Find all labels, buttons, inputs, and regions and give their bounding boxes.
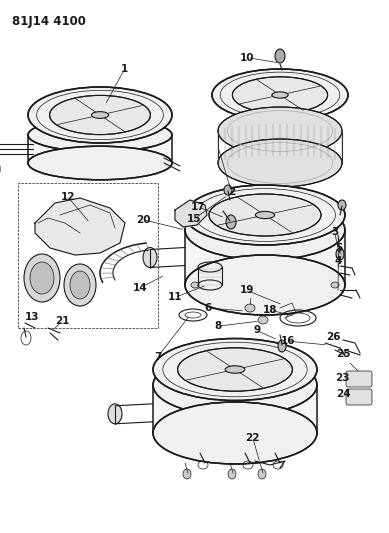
Ellipse shape (258, 316, 268, 324)
Ellipse shape (153, 338, 317, 400)
Bar (18, 183, 158, 328)
Ellipse shape (28, 118, 172, 152)
Text: 24: 24 (336, 390, 350, 399)
Ellipse shape (50, 95, 151, 135)
Text: 11: 11 (168, 293, 182, 302)
Text: 23: 23 (335, 374, 350, 383)
Text: 13: 13 (25, 312, 39, 322)
Text: 12: 12 (61, 192, 75, 202)
Text: 18: 18 (263, 305, 278, 315)
Ellipse shape (28, 87, 172, 143)
Ellipse shape (256, 212, 275, 219)
Polygon shape (153, 385, 317, 433)
Ellipse shape (331, 282, 339, 288)
Ellipse shape (232, 77, 328, 113)
Text: 9: 9 (253, 326, 260, 335)
Text: 3: 3 (331, 227, 338, 237)
Ellipse shape (275, 49, 285, 63)
Text: 4: 4 (335, 256, 342, 266)
Polygon shape (28, 135, 172, 163)
Text: 81J14 4100: 81J14 4100 (12, 15, 86, 28)
Ellipse shape (218, 139, 342, 187)
Ellipse shape (24, 254, 60, 302)
Ellipse shape (153, 354, 317, 416)
Ellipse shape (336, 248, 344, 260)
Text: 7: 7 (154, 352, 161, 362)
Ellipse shape (272, 92, 288, 98)
Ellipse shape (338, 200, 346, 210)
FancyBboxPatch shape (346, 371, 372, 387)
Ellipse shape (91, 111, 109, 118)
Ellipse shape (64, 264, 96, 306)
Text: 1: 1 (121, 64, 128, 74)
Ellipse shape (70, 271, 90, 299)
Ellipse shape (258, 469, 266, 479)
Text: 22: 22 (245, 433, 260, 443)
Text: 15: 15 (187, 214, 202, 223)
Ellipse shape (108, 404, 122, 424)
Text: 26: 26 (326, 332, 341, 342)
Text: 14: 14 (133, 283, 147, 293)
Text: 8: 8 (214, 321, 221, 331)
Ellipse shape (228, 469, 236, 479)
Ellipse shape (209, 194, 321, 236)
Ellipse shape (245, 304, 255, 312)
Ellipse shape (278, 340, 286, 352)
Text: 17: 17 (191, 202, 206, 212)
Text: 25: 25 (336, 350, 350, 359)
Text: 5: 5 (335, 243, 342, 253)
Polygon shape (175, 200, 207, 227)
Ellipse shape (185, 200, 345, 260)
FancyBboxPatch shape (346, 389, 372, 405)
Polygon shape (185, 230, 345, 285)
Ellipse shape (178, 348, 293, 391)
Polygon shape (35, 198, 125, 255)
Ellipse shape (191, 282, 199, 288)
Ellipse shape (224, 185, 232, 195)
Text: 19: 19 (240, 286, 254, 295)
Text: 21: 21 (55, 316, 70, 326)
Ellipse shape (153, 402, 317, 464)
Text: 2: 2 (228, 187, 235, 197)
Ellipse shape (185, 185, 345, 245)
Ellipse shape (28, 146, 172, 180)
Ellipse shape (185, 255, 345, 315)
Ellipse shape (30, 262, 54, 294)
Text: 10: 10 (240, 53, 254, 62)
Ellipse shape (218, 107, 342, 155)
Text: 6: 6 (205, 303, 212, 313)
Ellipse shape (212, 69, 348, 121)
Ellipse shape (183, 469, 191, 479)
Text: 20: 20 (136, 215, 151, 224)
Ellipse shape (225, 366, 245, 373)
Ellipse shape (143, 247, 157, 268)
Ellipse shape (226, 215, 236, 229)
Text: 16: 16 (280, 336, 295, 346)
